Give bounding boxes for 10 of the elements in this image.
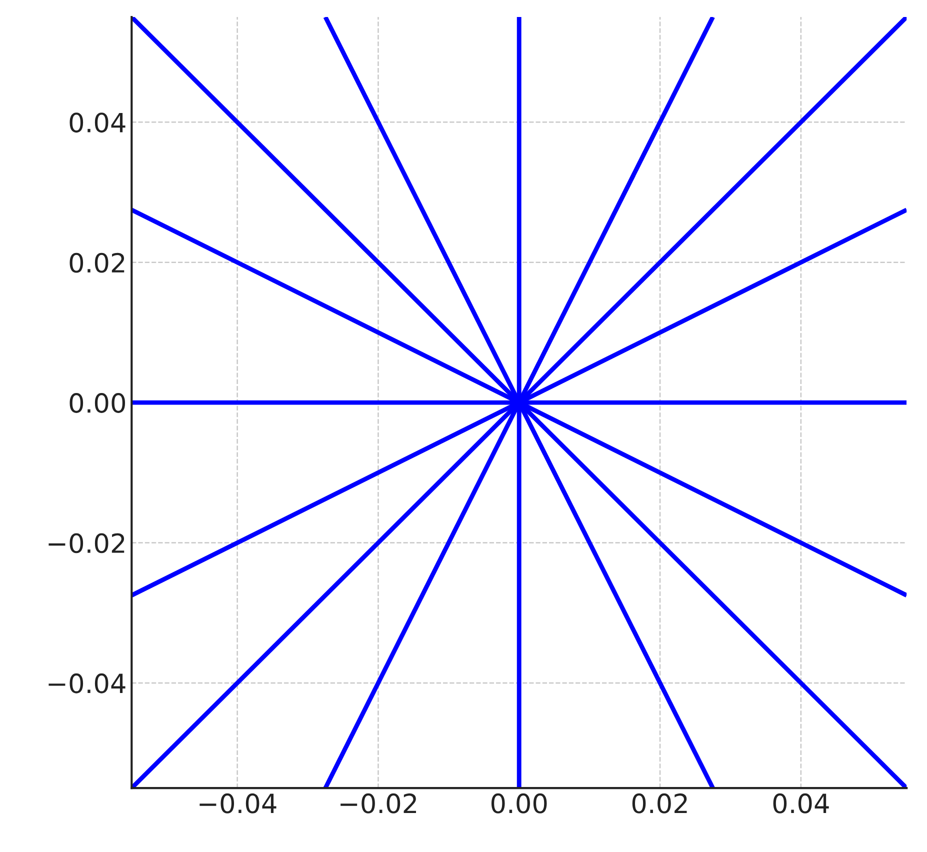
- x-tick-label: 0.02: [632, 793, 687, 814]
- x-tick-label: −0.04: [200, 793, 276, 814]
- x-tick-label: 0.04: [773, 793, 829, 814]
- y-tick-label: 0.04: [70, 112, 126, 133]
- y-tick-label: 0.00: [70, 393, 126, 413]
- y-tick-label: −0.04: [48, 673, 126, 694]
- x-tick-label: 0.00: [491, 793, 547, 814]
- x-tick-label: −0.02: [340, 793, 416, 814]
- y-tick-label: 0.02: [70, 252, 124, 273]
- y-tick-label: −0.02: [48, 533, 124, 554]
